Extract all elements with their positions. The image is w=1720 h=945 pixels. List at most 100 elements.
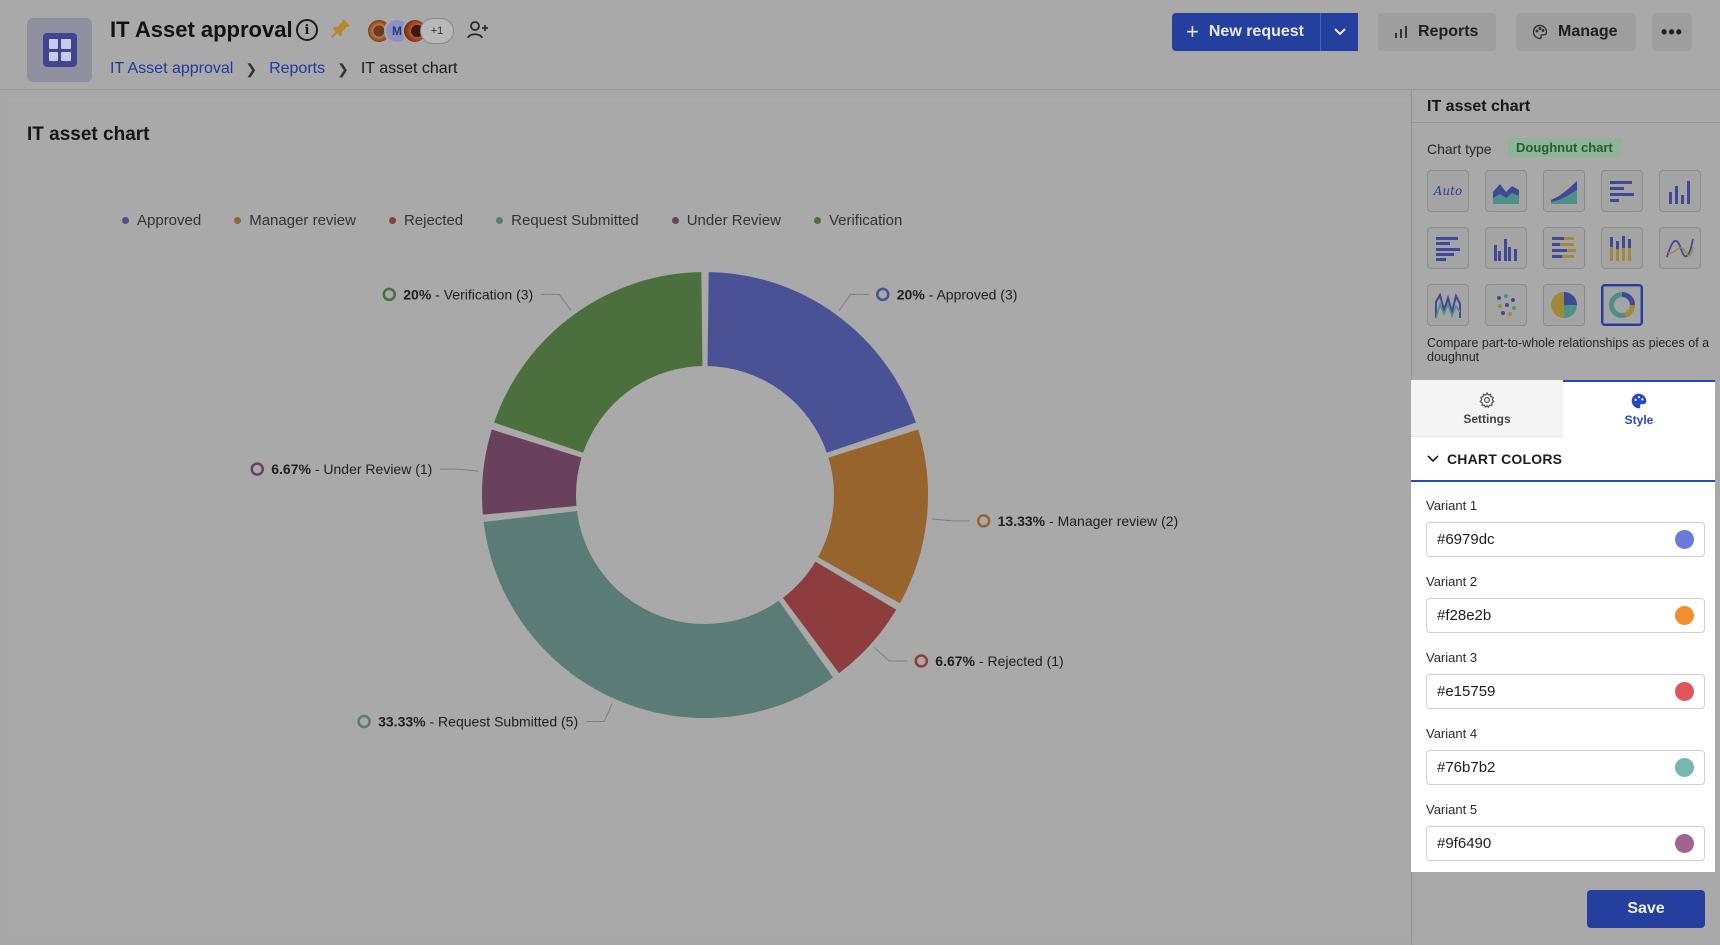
chart-type-pie[interactable] [1543, 284, 1585, 326]
chart-type-horizontal-bar[interactable] [1601, 170, 1643, 212]
chart-type-stacked-vertical-bar[interactable] [1601, 227, 1643, 269]
slice-label-marker [914, 654, 929, 668]
slice-label: 13.33% - Manager review (2) [976, 513, 1178, 529]
variant-color-input[interactable]: #f28e2b [1426, 598, 1705, 633]
chart-type-scatter[interactable] [1485, 284, 1527, 326]
palette-icon [1631, 393, 1647, 409]
tab-settings[interactable]: Settings [1411, 380, 1563, 437]
doughnut-slice[interactable] [780, 559, 899, 676]
doughnut-slice[interactable] [491, 270, 705, 455]
label-leader-line [440, 468, 479, 472]
legend-item[interactable]: Manager review [234, 212, 356, 229]
legend-item[interactable]: Approved [122, 212, 201, 229]
svg-text:20% - Verification (3): 20% - Verification (3) [403, 286, 533, 302]
chart-type-stacked-horizontal-bar[interactable] [1543, 227, 1585, 269]
color-swatch[interactable] [1675, 530, 1694, 549]
chart-type-description: Compare part-to-whole relationships as p… [1427, 336, 1710, 364]
variant-label: Variant 2 [1426, 574, 1478, 589]
variant-color-input[interactable]: #e15759 [1426, 674, 1705, 709]
grouped-horizontal-bar-icon [1436, 237, 1460, 261]
reports-label: Reports [1418, 23, 1479, 40]
more-collaborators-badge[interactable]: +1 [420, 18, 454, 44]
color-swatch[interactable] [1675, 682, 1694, 701]
legend-item[interactable]: Rejected [388, 212, 464, 229]
variant-color-input[interactable]: #6979dc [1426, 522, 1705, 557]
chevron-right-icon: ❯ [245, 60, 258, 77]
slice-label-marker [250, 462, 265, 476]
label-leader-line [586, 703, 613, 723]
chart-type-grouped-vertical-bar[interactable] [1485, 227, 1527, 269]
svg-text:20% - Approved (3): 20% - Approved (3) [897, 286, 1018, 302]
collaborators[interactable]: M +1 [366, 18, 454, 44]
color-variant: Variant 3 #e15759 [1426, 650, 1705, 709]
add-user-icon[interactable] [466, 18, 490, 42]
legend-item[interactable]: Under Review [671, 212, 781, 229]
slice-label-marker [357, 714, 371, 729]
auto-label: Auto [1433, 184, 1463, 198]
tab-style[interactable]: Style [1563, 380, 1715, 437]
chart-type-stacked-area[interactable] [1543, 170, 1585, 212]
color-swatch[interactable] [1675, 606, 1694, 625]
tab-settings-label: Settings [1463, 411, 1511, 426]
variant-color-input[interactable]: #76b7b2 [1426, 750, 1705, 785]
info-icon[interactable]: i [296, 19, 318, 41]
legend-label: Rejected [403, 212, 464, 229]
legend-label: Approved [137, 212, 202, 229]
tab-style-label: Style [1624, 413, 1654, 427]
stacked-area-icon [1551, 181, 1577, 204]
chart-type-multi-line[interactable] [1427, 284, 1469, 326]
app-grid-icon[interactable] [27, 18, 92, 82]
bar-chart-icon [1395, 26, 1407, 38]
breadcrumb-app[interactable]: IT Asset approval [110, 60, 234, 77]
doughnut-chart: 20% - Approved (3) 13.33% - Manager revie… [250, 270, 1178, 730]
color-swatch[interactable] [1675, 834, 1694, 853]
variant-value: #9f6490 [1437, 835, 1492, 852]
legend-item[interactable]: Verification [813, 212, 903, 229]
config-tabs: Settings Style [1411, 380, 1715, 437]
doughnut-slice[interactable] [815, 427, 930, 606]
variant-label: Variant 3 [1426, 650, 1478, 665]
color-variant: Variant 4 #76b7b2 [1426, 726, 1705, 785]
pin-icon[interactable] [330, 17, 352, 45]
variant-color-input[interactable]: #9f6490 [1426, 826, 1705, 861]
plus-icon: + [1186, 19, 1199, 44]
chart-title: IT asset chart [27, 124, 150, 145]
slice-label: 33.33% - Request Submitted (5) [357, 714, 578, 730]
breadcrumb-current: IT asset chart [360, 60, 458, 77]
style-card: Settings Style CHART COLORS Variant 1 #6… [1411, 380, 1715, 872]
doughnut-slice[interactable] [705, 270, 919, 455]
slice-label: 20% - Approved (3) [876, 286, 1018, 302]
chart-type-grid: Auto [1427, 170, 1701, 326]
chart-type-vertical-bar[interactable] [1659, 170, 1701, 212]
new-request-dropdown-button[interactable] [1320, 13, 1358, 51]
multi-line-icon [1435, 292, 1461, 319]
color-swatch[interactable] [1675, 758, 1694, 777]
svg-text:33.33% - Request Submitted (: 33.33% - Request Submitted (5) [378, 714, 578, 730]
chart-type-grouped-horizontal-bar[interactable] [1427, 227, 1469, 269]
chevron-down-icon [1427, 454, 1439, 462]
breadcrumb-reports[interactable]: Reports [269, 60, 326, 77]
divider [1412, 122, 1720, 123]
legend-item[interactable]: Request Submitted [496, 212, 639, 229]
chart-type-doughnut[interactable] [1601, 284, 1643, 326]
chart-type-badge: Doughnut chart [1508, 138, 1621, 157]
page-title: IT Asset approval [110, 17, 293, 42]
grouped-vertical-bar-icon [1494, 239, 1517, 261]
doughnut-slice[interactable] [481, 508, 836, 720]
color-variant: Variant 5 #9f6490 [1426, 802, 1705, 861]
doughnut-slice[interactable] [480, 427, 584, 517]
legend-dot [234, 217, 242, 224]
reports-button[interactable]: Reports [1378, 13, 1496, 51]
chart-type-area[interactable] [1485, 170, 1527, 212]
svg-text:6.67% - Under Review (1): 6.67% - Under Review (1) [271, 461, 432, 477]
more-options-button[interactable]: ••• [1652, 13, 1692, 51]
doughnut-chart-icon [1609, 292, 1635, 318]
manage-button[interactable]: Manage [1516, 13, 1636, 51]
chart-type-line[interactable] [1659, 227, 1701, 269]
chart-colors-section-toggle[interactable]: CHART COLORS [1411, 437, 1715, 482]
save-button[interactable]: Save [1587, 890, 1705, 928]
chart-type-auto[interactable]: Auto [1427, 170, 1469, 212]
slice-label: 6.67% - Under Review (1) [250, 461, 432, 477]
variant-value: #6979dc [1437, 531, 1495, 548]
legend-label: Verification [828, 212, 903, 229]
